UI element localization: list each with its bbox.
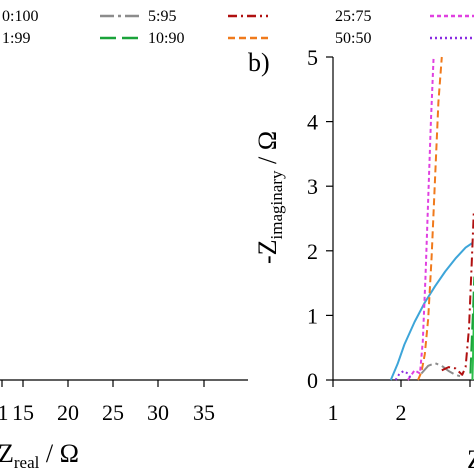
left-tick-label: 25 (102, 400, 124, 425)
x-axis-label: Z (467, 445, 474, 474)
legend-label: 1:99 (2, 30, 30, 47)
y-ticks: 0 1 2 3 4 5 (307, 45, 333, 393)
y-tick-label: 2 (307, 239, 318, 264)
legend-label: 5:95 (148, 8, 176, 25)
y-tick-label: 5 (307, 45, 318, 70)
series-line-unlabeled-7 (394, 370, 413, 381)
left-tick-label: 35 (193, 400, 215, 425)
left-tick-label: 1 (0, 400, 9, 425)
x-tick-label: 1 (328, 400, 339, 425)
left-x-ticks: 15 20 25 30 35 1 (0, 380, 215, 425)
left-tick-label: 20 (57, 400, 79, 425)
y-tick-label: 0 (307, 368, 318, 393)
series-layer (389, 56, 474, 381)
left-x-axis-label: Zreal / Ω (0, 439, 79, 472)
y-tick-label: 3 (307, 174, 318, 199)
series-line-1-99 (471, 295, 474, 381)
panel-label-b: b) (248, 48, 270, 77)
legend-label: 25:75 (335, 8, 371, 25)
series-line-25-75 (441, 211, 474, 376)
y-tick-label: 4 (307, 110, 318, 135)
legend-label: 10:90 (148, 30, 184, 47)
series-line-0-100 (389, 242, 473, 381)
y-axis-label: -Zimaginary / Ω (253, 131, 286, 264)
series-line-50-50 (417, 56, 443, 381)
legend-label: 50:50 (335, 30, 371, 47)
left-panel: 15 20 25 30 35 1 Zreal / Ω (0, 379, 248, 472)
y-tick-label: 1 (307, 303, 318, 328)
left-tick-label: 15 (12, 400, 34, 425)
legend-label: 0:100 (2, 8, 38, 25)
legend: 0:100 1:99 5:95 10:90 25:75 50:50 (2, 8, 474, 47)
series-line-unlabeled-6 (406, 56, 435, 381)
left-tick-label: 30 (147, 400, 169, 425)
x-tick-label: 2 (396, 400, 407, 425)
series-line-5-95 (420, 362, 463, 378)
